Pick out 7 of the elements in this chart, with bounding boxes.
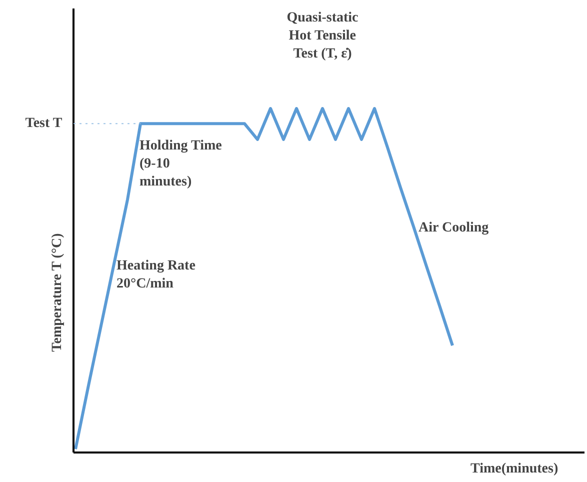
- ref-line-label: Test T: [25, 116, 63, 132]
- y-axis-title: Temperature T (°C): [50, 232, 65, 352]
- annotation: Heating Rate 20°C/min: [116, 258, 196, 292]
- annotation: Holding Time (9-10 minutes): [140, 138, 222, 190]
- text: Quasi-static Hot Tensile Test (T, ε̇): [286, 10, 358, 62]
- x-axis-title: Time(minutes): [470, 462, 558, 476]
- annotation: Air Cooling: [418, 220, 489, 236]
